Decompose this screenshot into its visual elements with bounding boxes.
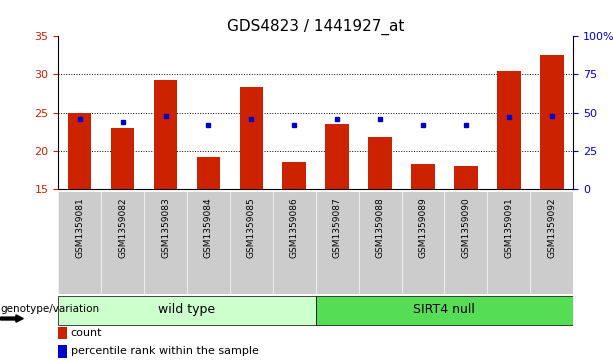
Bar — [283, 162, 306, 189]
Bar — [154, 80, 177, 189]
Bar — [197, 157, 220, 189]
Bar — [58, 295, 316, 325]
Title: GDS4823 / 1441927_at: GDS4823 / 1441927_at — [227, 19, 405, 35]
Text: GSM1359085: GSM1359085 — [247, 197, 256, 258]
Text: GSM1359086: GSM1359086 — [290, 197, 299, 258]
Bar — [240, 87, 263, 189]
Bar — [58, 345, 67, 358]
Text: GSM1359084: GSM1359084 — [204, 197, 213, 258]
Text: wild type: wild type — [158, 303, 216, 316]
Bar — [316, 295, 573, 325]
Text: GSM1359092: GSM1359092 — [547, 197, 556, 258]
Bar — [497, 70, 520, 189]
Bar — [540, 55, 563, 189]
Text: GSM1359089: GSM1359089 — [419, 197, 427, 258]
Text: GSM1359082: GSM1359082 — [118, 197, 127, 258]
Bar — [368, 137, 392, 189]
Bar — [68, 113, 91, 189]
Text: count: count — [71, 328, 102, 338]
Bar — [411, 164, 435, 189]
Text: genotype/variation: genotype/variation — [1, 304, 100, 314]
Text: GSM1359088: GSM1359088 — [376, 197, 384, 258]
Text: GSM1359090: GSM1359090 — [462, 197, 470, 258]
Bar — [111, 128, 134, 189]
Bar — [58, 327, 67, 339]
Text: GSM1359087: GSM1359087 — [333, 197, 341, 258]
Text: GSM1359091: GSM1359091 — [504, 197, 513, 258]
Text: GSM1359083: GSM1359083 — [161, 197, 170, 258]
Text: GSM1359081: GSM1359081 — [75, 197, 84, 258]
Bar — [454, 166, 478, 189]
Text: percentile rank within the sample: percentile rank within the sample — [71, 346, 259, 356]
Text: SIRT4 null: SIRT4 null — [414, 303, 475, 316]
Bar — [326, 124, 349, 189]
